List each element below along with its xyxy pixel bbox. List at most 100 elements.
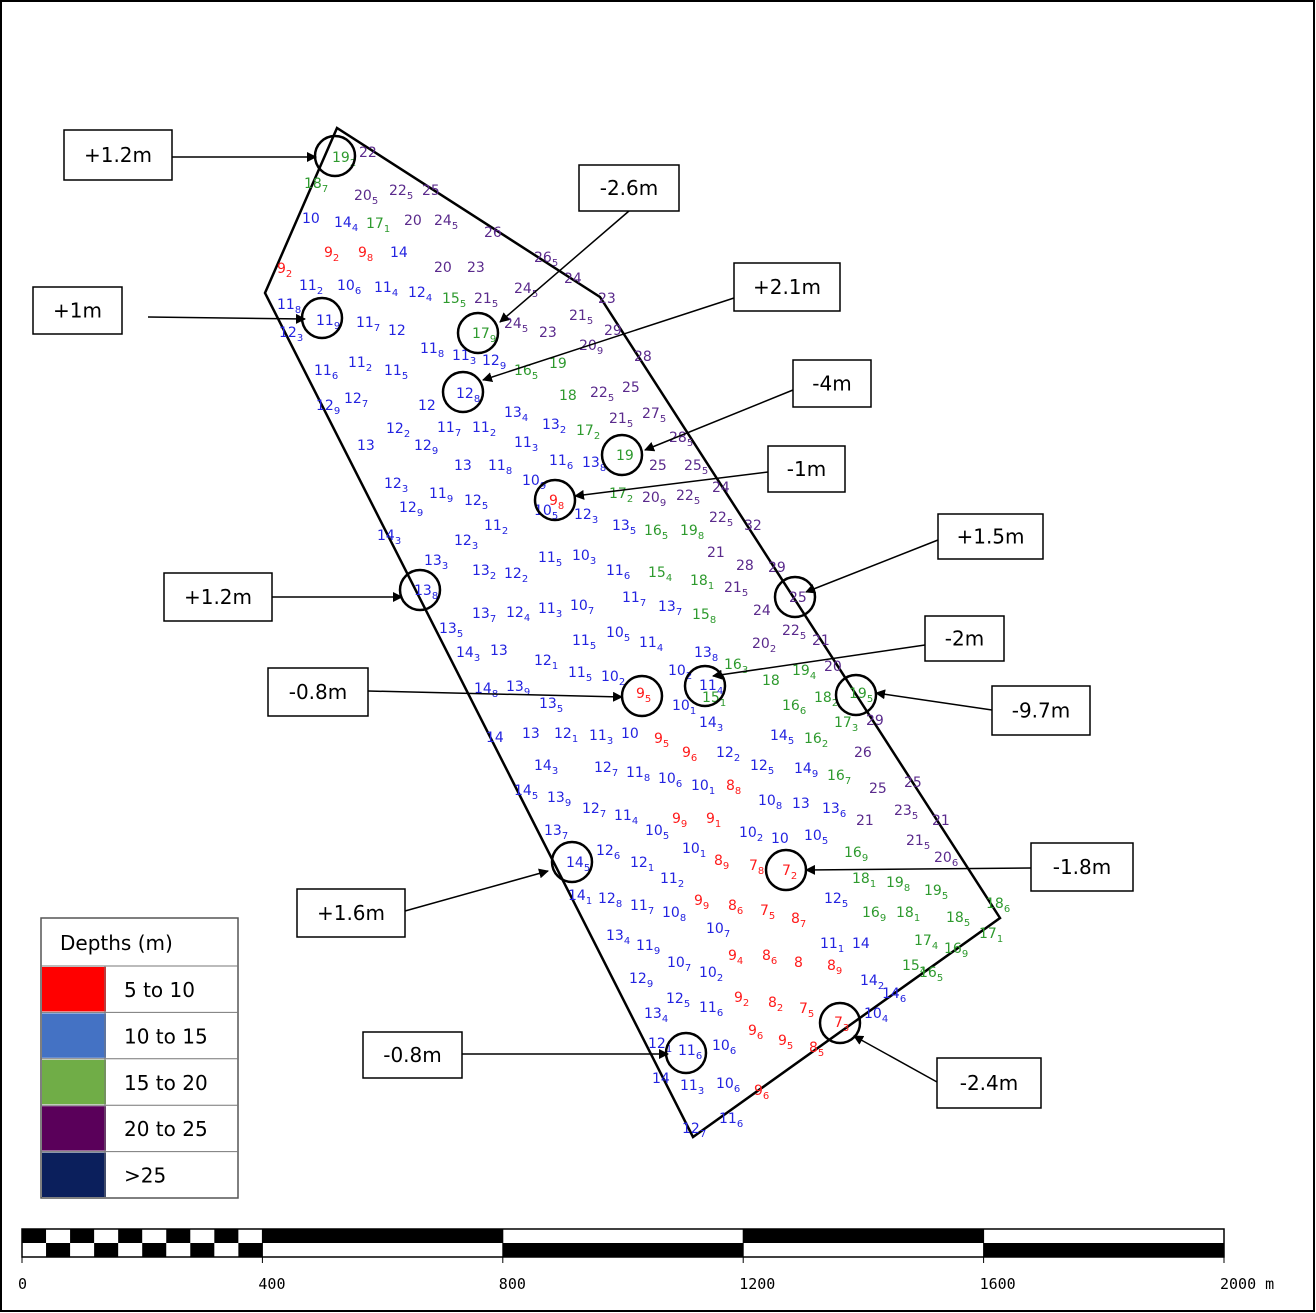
sounding-sub: 7 (845, 776, 851, 787)
sounding: 198 (886, 875, 910, 894)
sounding: 75 (799, 1001, 814, 1020)
sounding-depth: 8 (791, 911, 800, 927)
sounding-depth: 25 (684, 458, 702, 474)
sounding-depth: 18 (896, 905, 914, 921)
sounding-depth: 11 (820, 936, 838, 952)
sounding-sub: 5 (590, 641, 596, 652)
sounding-depth: 18 (946, 910, 964, 926)
sounding-sub: 6 (567, 461, 573, 472)
sounding-sub: 7 (724, 929, 730, 940)
sounding-depth: 15 (902, 958, 920, 974)
scale-check (142, 1243, 167, 1257)
sounding: 116 (314, 363, 338, 382)
sounding: 149 (794, 761, 818, 780)
sounding: 89 (827, 958, 842, 977)
sounding-sub: 2 (522, 574, 528, 585)
sounding-depth: 12 (750, 758, 768, 774)
sounding: 106 (716, 1076, 740, 1095)
scale-segment (983, 1243, 1224, 1257)
callout-arrow (712, 644, 926, 680)
sounding-depth: 13 (644, 1006, 662, 1022)
sounding-sub: 9 (447, 494, 453, 505)
sounding-sub: 1 (700, 849, 706, 860)
sounding-depth: 15 (692, 607, 710, 623)
sounding-depth: 22 (709, 510, 727, 526)
sounding-sub: 5 (662, 531, 668, 542)
sounding: 26 (484, 225, 502, 241)
legend-swatch (42, 1013, 106, 1058)
sounding-sub: 2 (832, 698, 838, 709)
sounding-sub: 4 (932, 941, 938, 952)
sounding-depth: 10 (645, 823, 663, 839)
sounding-depth: 9 (672, 811, 681, 827)
sounding-sub: 9 (432, 446, 438, 457)
sounding: 167 (827, 768, 851, 787)
sounding-depth: 12 (506, 605, 524, 621)
sounding-sub: 2 (878, 981, 884, 992)
sounding-sub: 5 (727, 518, 733, 529)
sounding: 119 (316, 313, 340, 332)
sounding: 209 (642, 490, 666, 509)
sounding-depth: 11 (277, 297, 295, 313)
sounding-sub: 3 (717, 723, 723, 734)
sounding: 12 (388, 323, 406, 339)
callout-label: -2.6m (600, 176, 659, 200)
sounding-sub: 4 (624, 936, 630, 947)
sounding: 14 (852, 936, 870, 952)
sounding-sub: 4 (666, 573, 672, 584)
sounding-depth: 11 (614, 808, 632, 824)
sounding: 96 (754, 1083, 769, 1102)
sounding: 215 (569, 308, 593, 327)
callout-arrow (805, 864, 1032, 875)
sounding: 20 (824, 659, 842, 675)
sounding-depth: 17 (979, 926, 997, 942)
sounding-depth: 12 (582, 801, 600, 817)
sounding-depth: 19 (886, 875, 904, 891)
sounding: 105 (606, 625, 630, 644)
callout-label: -1.8m (1053, 855, 1112, 879)
sounding-depth: 12 (464, 493, 482, 509)
sounding: 92 (277, 261, 292, 280)
sounding-sub: 9 (524, 687, 530, 698)
sounding: 123 (279, 325, 303, 344)
sounding-sub: 1 (666, 1044, 672, 1055)
sounding-depth: 14 (860, 973, 878, 989)
sounding-sub: 6 (717, 1008, 723, 1019)
sounding-depth: 19 (332, 150, 350, 166)
legend-swatch (42, 967, 106, 1012)
sounding: 86 (762, 948, 777, 967)
callout-label: +1.2m (184, 585, 252, 609)
sounding-sub: 5 (608, 393, 614, 404)
sounding-sub: 4 (717, 686, 723, 697)
sounding-depth: 16 (644, 523, 662, 539)
sounding-depth: 10 (662, 905, 680, 921)
sounding-depth: 11 (452, 348, 470, 364)
sounding: 32 (744, 518, 762, 534)
sounding-sub: 6 (614, 851, 620, 862)
sounding: 25 (869, 781, 887, 797)
sounding-depth: 13 (522, 726, 540, 742)
sounding-depth: 14 (652, 1071, 670, 1087)
sounding-sub: 5 (407, 191, 413, 202)
scale-check (238, 1243, 263, 1257)
marker-circle (818, 1001, 862, 1045)
sounding-sub: 8 (295, 305, 301, 316)
sounding-depth: 23 (467, 260, 485, 276)
sounding-depth: 26 (534, 250, 552, 266)
sounding: 29 (604, 323, 622, 339)
sounding-sub: 4 (662, 1014, 668, 1025)
sounding-depth: 10 (534, 503, 552, 519)
sounding-sub: 5 (460, 299, 466, 310)
sounding-sub: 5 (557, 704, 563, 715)
sounding-sub: 5 (627, 419, 633, 430)
sounding: 122 (716, 745, 740, 764)
sounding: 112 (299, 278, 323, 297)
sounding-depth: 29 (866, 713, 884, 729)
sounding-sub: 7 (362, 399, 368, 410)
sounding-depth: 9 (358, 245, 367, 261)
sounding: 114 (374, 280, 398, 299)
sounding: 166 (782, 698, 806, 717)
sounding-depth: 14 (852, 936, 870, 952)
sounding: 102 (668, 663, 692, 682)
callout-arrow (644, 389, 794, 452)
